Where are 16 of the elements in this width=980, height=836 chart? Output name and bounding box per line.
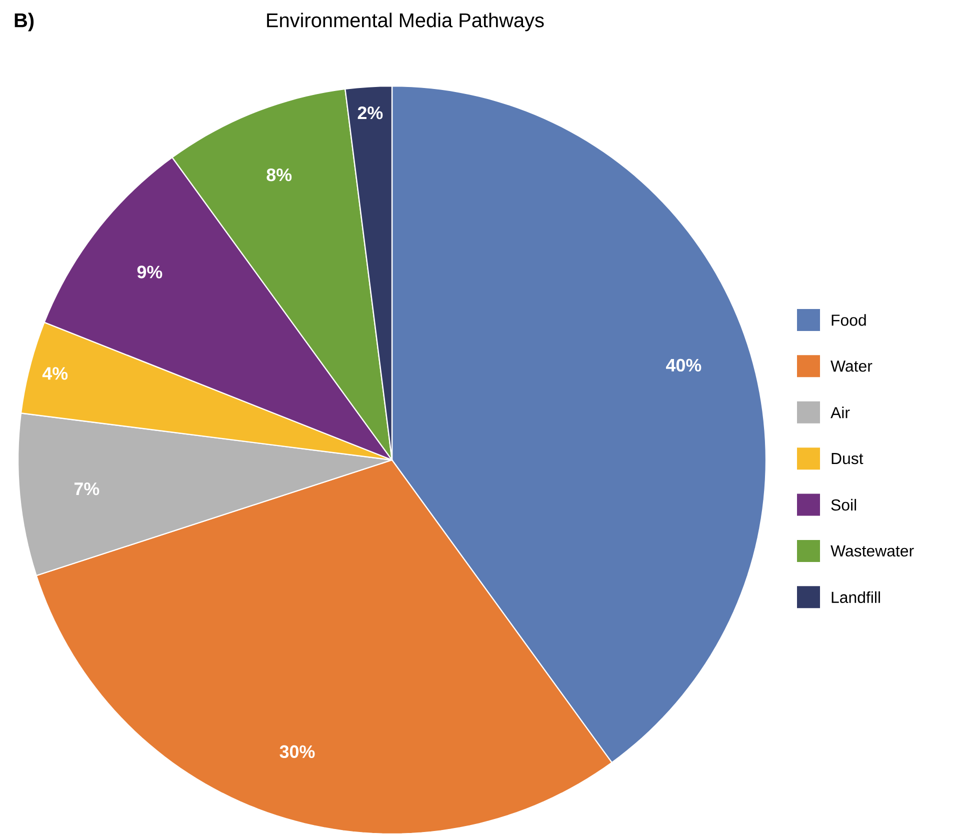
legend-label: Soil: [831, 498, 856, 511]
legend-label: Water: [830, 360, 872, 372]
data-label: 4%: [42, 367, 68, 380]
chart-title: Environmental Media Pathways: [267, 12, 544, 32]
text: B): [14, 12, 34, 32]
data-label: 9%: [137, 266, 162, 278]
legend-label: Air: [830, 406, 850, 418]
legend-label: Wastewater: [830, 545, 914, 557]
data-label: 2%: [358, 106, 383, 120]
data-label: 8%: [266, 168, 292, 182]
data-label: 40%: [666, 358, 702, 372]
data-label: 30%: [280, 745, 315, 758]
data-label: 7%: [74, 482, 100, 496]
legend-label: Dust: [832, 453, 864, 464]
legend-label: Food: [832, 314, 866, 326]
legend-label: Landfill: [832, 591, 880, 604]
